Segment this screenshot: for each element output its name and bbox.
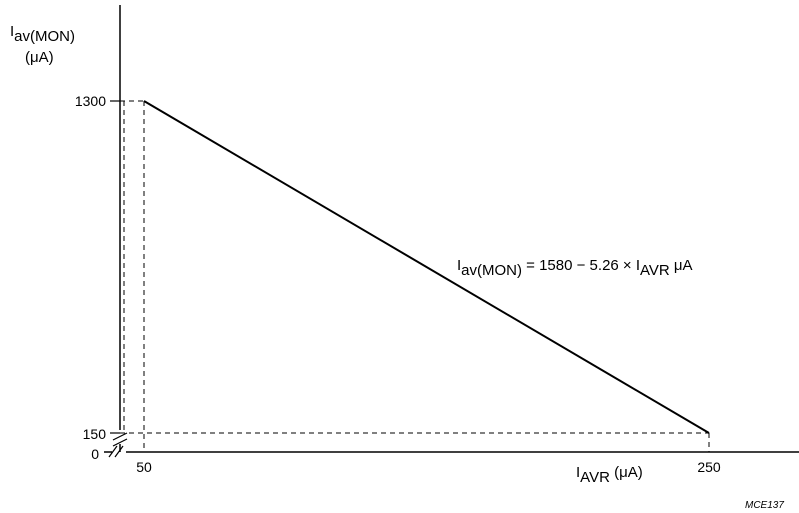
equation-annotation: Iav(MON) = 1580 − 5.26 × IAVR μA <box>457 257 693 279</box>
y-tick-label-150: 150 <box>83 426 107 442</box>
y-axis-break <box>112 432 128 447</box>
y-axis-unit: (μA) <box>25 49 54 66</box>
eq-rhs-sub: AVR <box>640 262 670 279</box>
y-axis-label-sub: av(MON) <box>14 28 75 45</box>
x-tick-label-50: 50 <box>136 459 152 475</box>
x-axis-label-unit: (μA) <box>610 464 643 481</box>
eq-mid: = 1580 − 5.26 × I <box>522 257 640 274</box>
x-axis-label-main: I <box>576 464 580 481</box>
x-axis-break <box>108 445 124 458</box>
y-axis-label: Iav(MON) <box>10 23 75 45</box>
eq-rhs: μA <box>670 257 693 274</box>
figure-ref: MCE137 <box>745 500 784 511</box>
eq-lhs-sub: av(MON) <box>461 262 522 279</box>
reference-lines <box>120 100 710 452</box>
y-tick-label-1300: 1300 <box>75 93 106 109</box>
y-axis-label-main: I <box>10 23 14 40</box>
x-tick-label-250: 250 <box>697 459 721 475</box>
x-axis-label: IAVR (μA) <box>576 464 643 486</box>
x-axis-label-sub: AVR <box>580 469 610 486</box>
series-line <box>143 100 710 434</box>
y-tick-label-0: 0 <box>91 446 99 462</box>
eq-lhs-main: I <box>457 257 461 274</box>
